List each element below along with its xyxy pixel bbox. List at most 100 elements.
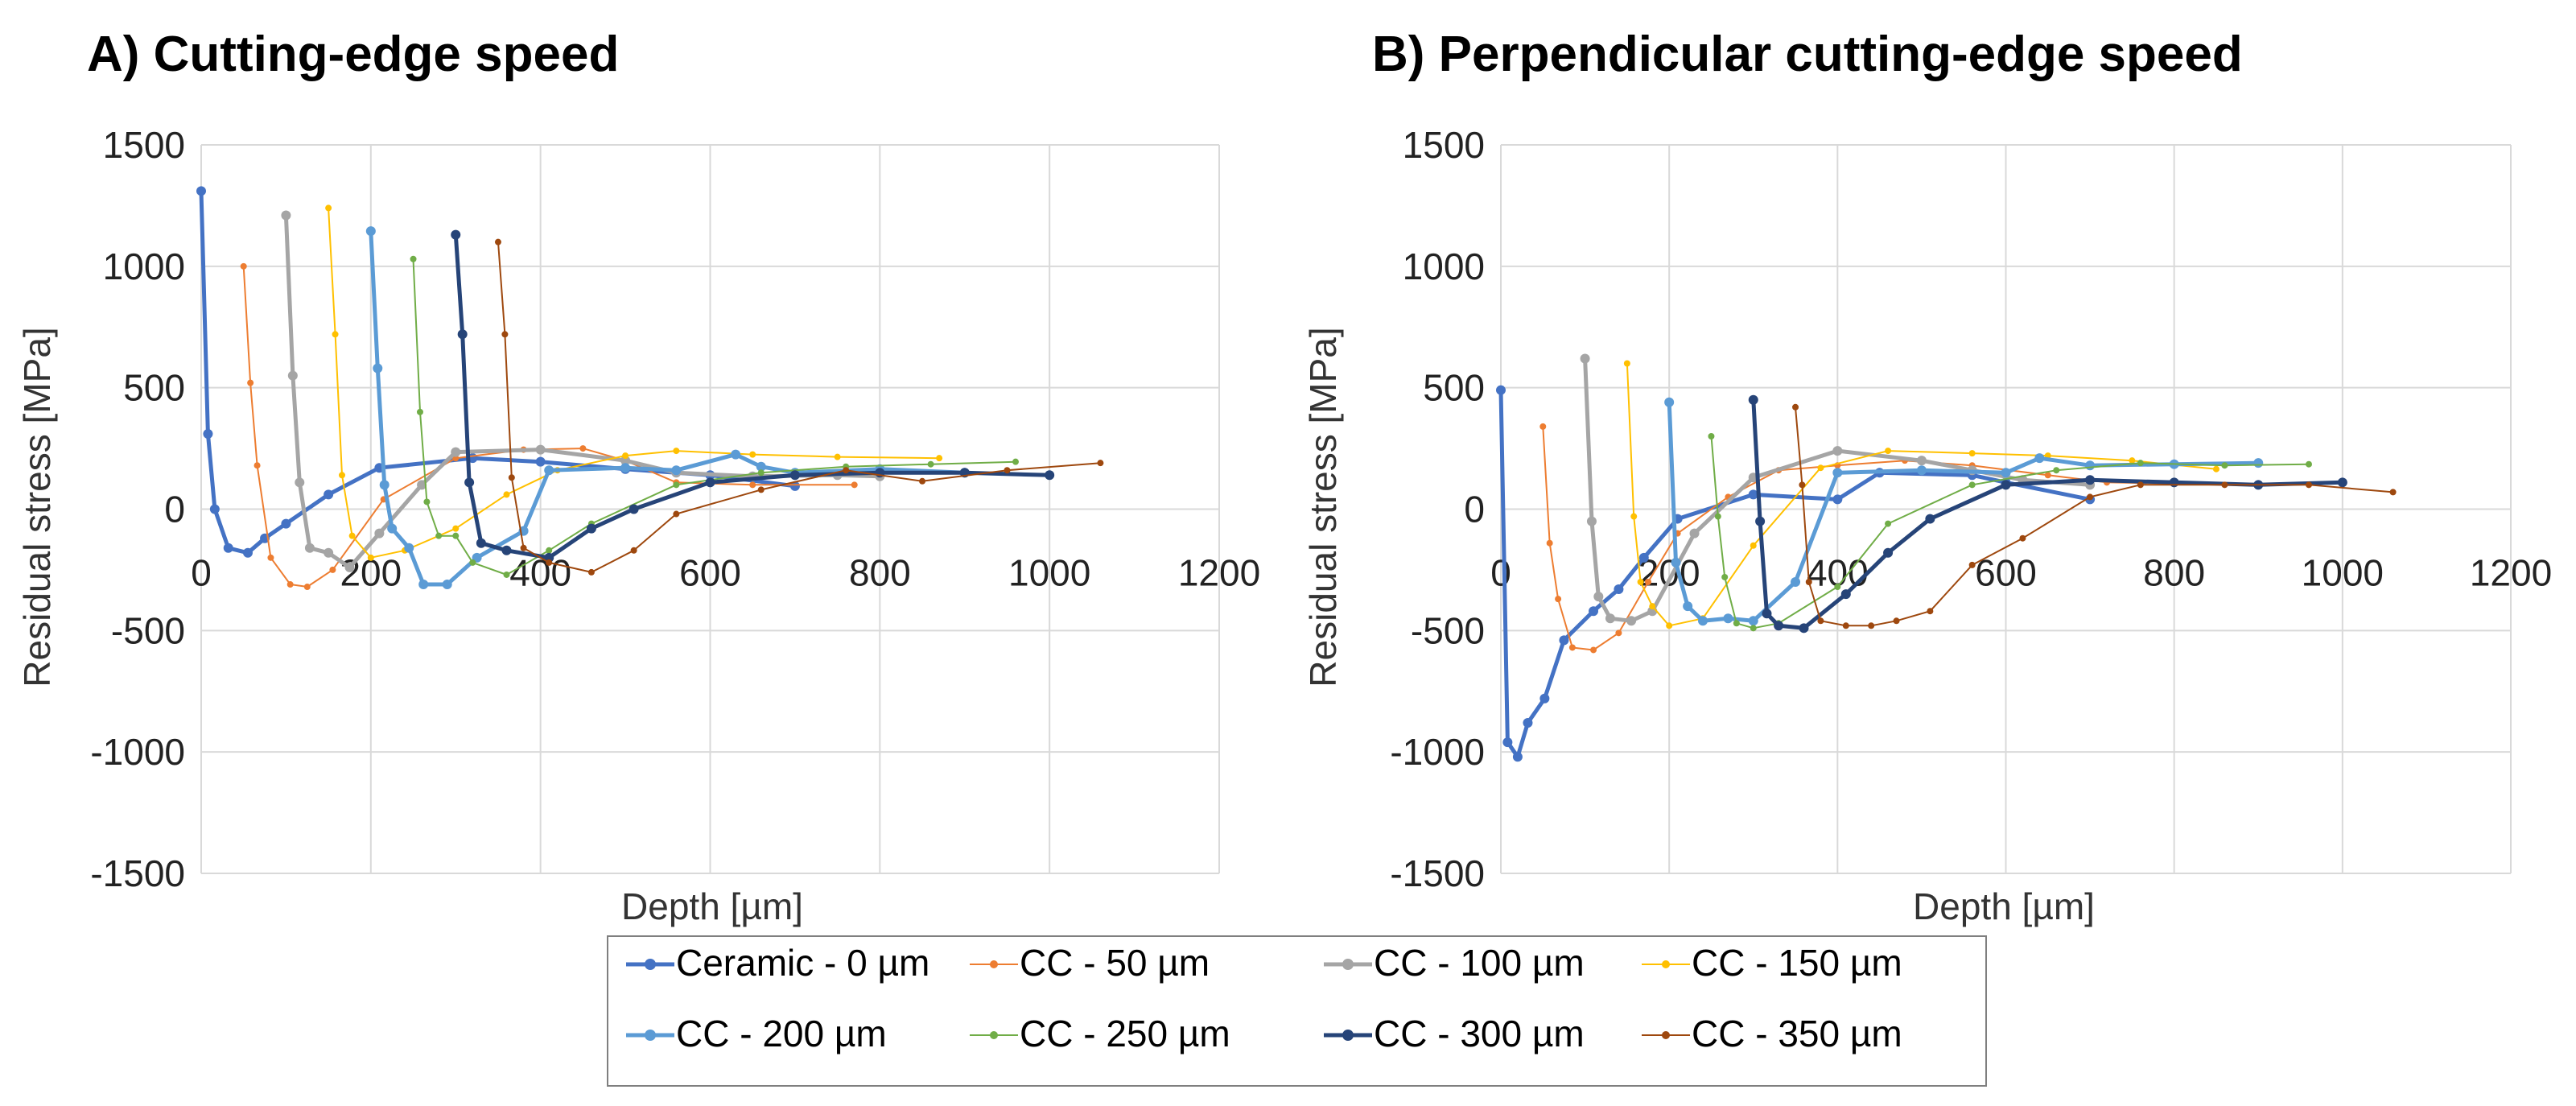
data-point [1512,752,1523,762]
y-axis-title-a: Residual stress [MPa] [16,327,58,687]
data-point [1832,468,1843,478]
data-point [373,363,383,373]
data-point [1097,460,1104,467]
data-point [1708,433,1715,440]
x-tick-label: 600 [679,552,741,594]
data-point [1885,520,1892,527]
data-point [423,498,431,506]
series-6 [1748,394,2347,633]
data-point [2389,489,2397,496]
data-point [242,547,253,558]
data-point [544,465,554,476]
x-tick-labels-b: 0 200 400 600 800 1000 1200 [1490,552,2552,594]
data-point [1568,644,1576,651]
legend-item: CC - 350 µm [1642,1013,1902,1054]
data-point [1683,601,1693,612]
data-point [1750,625,1757,632]
legend-swatch-marker [1662,960,1670,968]
y-axis-title-b: Residual stress [MPa] [1302,327,1344,687]
legend-item: CC - 300 µm [1324,1013,1585,1054]
data-point [1817,464,1824,472]
data-point [452,532,460,539]
chart-panel-b: B) Perpendicular cutting-edge speed 1500… [1302,27,2552,927]
data-point [2044,472,2051,479]
data-point [843,467,850,474]
y-tick-label: 500 [123,367,185,409]
series-line [1498,390,2091,759]
legend-item: Ceramic - 0 µm [626,942,929,984]
data-point [1799,481,1806,489]
y-tick-label: 0 [164,489,185,530]
data-point [2306,481,2312,489]
chart-title-a: A) Cutting-edge speed [87,27,619,82]
data-point [503,571,510,578]
data-point [2034,453,2045,464]
data-point [240,262,247,270]
data-point [2337,477,2347,488]
y-tick-labels-b: 1500 1000 500 0 -500 -1000 -1500 [1390,124,1485,894]
series-1 [240,262,858,591]
data-point [535,456,546,467]
data-point [1832,446,1843,456]
series-6 [451,229,1055,563]
data-point [418,580,429,590]
series-5 [1708,433,2312,632]
legend-item: CC - 100 µm [1324,942,1585,984]
legend-swatch-marker [645,959,656,970]
data-point [287,370,298,381]
data-point [586,523,596,534]
data-point [2306,460,2312,468]
data-point [1004,467,1011,474]
y-tick-label: 1000 [103,246,185,287]
data-point [1750,542,1757,549]
data-point [1593,592,1604,602]
y-tick-label: 0 [1464,489,1485,530]
data-point [2085,460,2096,471]
data-point [671,465,682,476]
data-point [927,460,934,468]
series-line [412,258,1016,576]
data-point [464,477,475,488]
data-point [2001,480,2011,490]
data-point [1645,579,1652,585]
data-point [508,474,515,481]
chart-panel-a: A) Cutting-edge speed 150010005000-500-1… [16,27,1260,927]
data-point [1842,622,1849,629]
data-point [789,470,800,481]
data-point [756,461,766,472]
data-point [673,448,680,455]
data-point [936,455,943,462]
data-point [1885,448,1892,455]
x-axis-title-b: Depth [µm] [1913,885,2095,927]
data-point [469,559,476,566]
data-point [1817,617,1824,625]
data-point [620,456,631,466]
data-point [435,532,443,539]
data-point [2137,481,2144,489]
data-point [324,489,334,500]
data-point [1723,613,1733,624]
data-point [1840,589,1851,600]
data-point [1762,609,1772,619]
y-tick-label: -500 [111,609,185,651]
legend-swatch-marker [645,1030,656,1041]
data-point [673,510,680,518]
data-point [1623,360,1630,367]
data-point [253,462,261,469]
data-point [1496,385,1506,395]
x-tick-label: 1200 [1178,552,1260,594]
data-point [1589,606,1599,617]
legend-swatch-marker [1662,1031,1670,1039]
x-axis-title-a: Depth [µm] [621,885,803,927]
data-point [494,238,501,246]
data-point [2137,460,2144,467]
data-point [410,255,417,262]
data-point [501,545,512,555]
data-point [919,477,926,485]
x-tick-label: 0 [1490,552,1511,594]
data-point [1916,465,1927,476]
data-point [579,445,587,452]
legend-label: CC - 250 µm [1020,1013,1230,1054]
data-point [332,331,339,338]
data-point [1638,552,1649,563]
